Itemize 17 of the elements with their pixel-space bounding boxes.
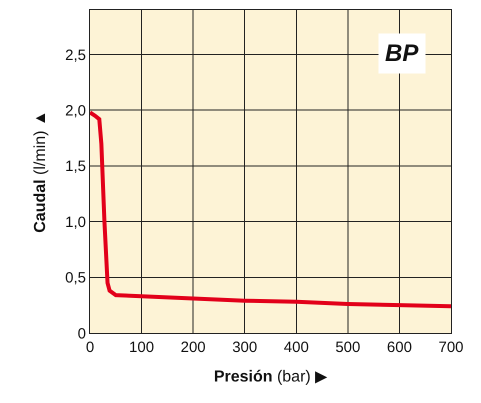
x-tick-label: 200: [180, 339, 206, 356]
x-tick-label: 400: [284, 339, 309, 356]
y-tick-label: 1,5: [65, 158, 86, 176]
y-tick-label: 2,5: [65, 46, 86, 64]
y-tick-label: 2,0: [65, 102, 86, 120]
y-tick-label: 0,5: [65, 270, 86, 287]
x-tick-label: 700: [438, 339, 464, 356]
x-tick-label: 600: [386, 339, 412, 356]
y-tick-label: 1,0: [65, 214, 86, 231]
x-tick-label: 100: [129, 339, 154, 356]
x-axis-title: Presión (bar) ▶: [214, 368, 328, 386]
y-axis-title: Caudal (l/min) ▲: [32, 110, 50, 233]
line-series: [90, 110, 451, 308]
y-tick-label: 0: [78, 325, 86, 342]
x-tick-label: 500: [335, 339, 360, 356]
annotation: BP: [385, 40, 420, 67]
x-tick-label: 300: [232, 339, 258, 356]
